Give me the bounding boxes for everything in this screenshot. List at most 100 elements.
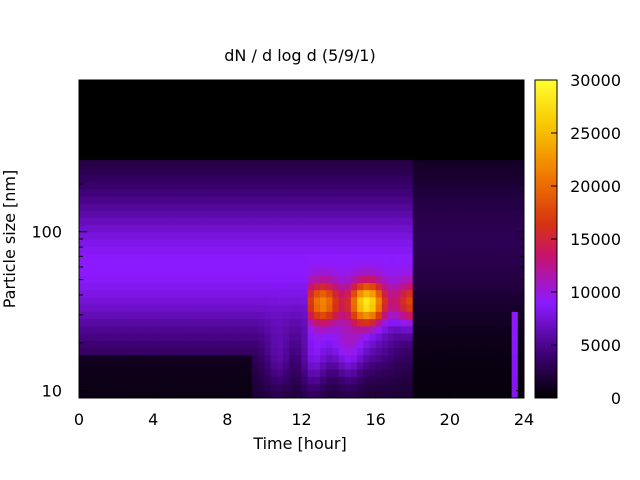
heatmap-cell (128, 253, 136, 262)
heatmap-cell (202, 188, 210, 197)
heatmap-cell (91, 325, 99, 334)
heatmap-cell (276, 145, 284, 153)
heatmap-cell (208, 246, 216, 255)
heatmap-cell (233, 181, 241, 190)
heatmap-cell (400, 347, 408, 356)
heatmap-cell (418, 231, 426, 240)
heatmap-cell (122, 390, 130, 398)
heatmap-cell (79, 267, 86, 276)
heatmap-cell (357, 369, 364, 377)
heatmap-cell (276, 137, 284, 146)
heatmap-cell (338, 289, 346, 298)
heatmap-cell (313, 354, 321, 363)
heatmap-cell (116, 383, 123, 392)
heatmap-cell (282, 253, 290, 262)
heatmap-cell (462, 325, 469, 334)
heatmap-cell (394, 239, 401, 247)
heatmap-cell (313, 181, 321, 190)
heatmap-cell (443, 101, 451, 110)
heatmap-cell (350, 354, 358, 363)
heatmap-cell (295, 354, 303, 363)
heatmap-cell (301, 369, 309, 377)
heatmap-cell (134, 282, 142, 291)
heatmap-cell (381, 369, 389, 377)
heatmap-cell (134, 267, 142, 276)
heatmap-cell (295, 347, 303, 356)
heatmap-cell (153, 94, 160, 103)
heatmap-cell (301, 145, 309, 153)
heatmap-cell (109, 181, 117, 190)
heatmap-cell (91, 101, 99, 110)
heatmap-cell (394, 304, 401, 312)
heatmap-cell (239, 267, 247, 276)
heatmap-cell (196, 311, 204, 320)
heatmap-cell (140, 246, 148, 255)
heatmap-cell (289, 304, 296, 312)
heatmap-cell (122, 361, 130, 370)
heatmap-cell (227, 130, 235, 139)
heatmap-cell (350, 347, 358, 356)
heatmap-cell (375, 347, 383, 356)
heatmap-cell (270, 152, 278, 161)
heatmap-cell (276, 318, 284, 327)
heatmap-cell (190, 318, 198, 327)
heatmap-cell (400, 87, 408, 96)
heatmap-cell (388, 369, 395, 377)
heatmap-cell (394, 210, 401, 218)
heatmap-cell (468, 347, 476, 356)
heatmap-cell (196, 181, 204, 190)
heatmap-cell (208, 311, 216, 320)
heatmap-cell (239, 159, 247, 168)
heatmap-cell (301, 282, 309, 291)
heatmap-cell (369, 369, 377, 377)
heatmap-cell (153, 253, 160, 262)
heatmap-cell (165, 166, 173, 175)
heatmap-cell (493, 130, 500, 139)
heatmap-cell (264, 173, 272, 182)
heatmap-cell (202, 152, 210, 161)
heatmap-cell (375, 231, 383, 240)
heatmap-cell (437, 224, 445, 233)
heatmap-cell (85, 340, 92, 349)
heatmap-cell (474, 347, 482, 356)
heatmap-cell (165, 116, 173, 124)
heatmap-cell (196, 210, 204, 218)
heatmap-cell (245, 332, 253, 341)
heatmap-cell (270, 159, 278, 168)
heatmap-cell (91, 361, 99, 370)
heatmap-cell (431, 289, 439, 298)
heatmap-cell (208, 94, 216, 103)
heatmap-cell (116, 130, 123, 139)
heatmap-cell (474, 267, 482, 276)
heatmap-cell (221, 239, 228, 247)
heatmap-cell (511, 390, 519, 398)
heatmap-cell (474, 282, 482, 291)
heatmap-cell (406, 354, 414, 363)
heatmap-cell (431, 166, 439, 175)
heatmap-cell (109, 173, 117, 182)
heatmap-cell (375, 123, 383, 132)
heatmap-cell (208, 383, 216, 392)
heatmap-cell (282, 239, 290, 247)
heatmap-cell (332, 340, 340, 349)
heatmap-cell (109, 296, 117, 305)
heatmap-cell (270, 376, 278, 385)
heatmap-cell (369, 253, 377, 262)
heatmap-cell (233, 137, 241, 146)
heatmap-cell (517, 318, 524, 327)
heatmap-cell (499, 275, 507, 283)
heatmap-cell (171, 80, 179, 88)
heatmap-cell (406, 224, 414, 233)
heatmap-cell (85, 267, 92, 276)
heatmap-cell (307, 130, 315, 139)
heatmap-cell (233, 332, 241, 341)
heatmap-cell (258, 361, 266, 370)
heatmap-cell (431, 347, 439, 356)
heatmap-cell (252, 267, 259, 276)
heatmap-cell (301, 188, 309, 197)
heatmap-cell (91, 340, 99, 349)
heatmap-cell (449, 87, 457, 96)
heatmap-cell (159, 181, 167, 190)
heatmap-cell (140, 340, 148, 349)
heatmap-cell (140, 311, 148, 320)
